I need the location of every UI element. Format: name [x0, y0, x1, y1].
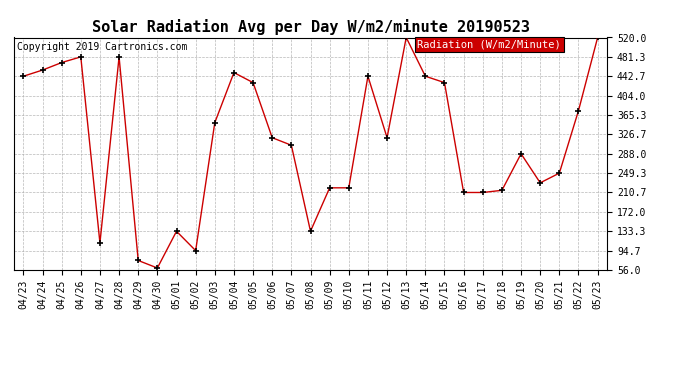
Text: Copyright 2019 Cartronics.com: Copyright 2019 Cartronics.com — [17, 42, 187, 52]
Title: Solar Radiation Avg per Day W/m2/minute 20190523: Solar Radiation Avg per Day W/m2/minute … — [92, 19, 529, 35]
Text: Radiation (W/m2/Minute): Radiation (W/m2/Minute) — [417, 40, 561, 50]
